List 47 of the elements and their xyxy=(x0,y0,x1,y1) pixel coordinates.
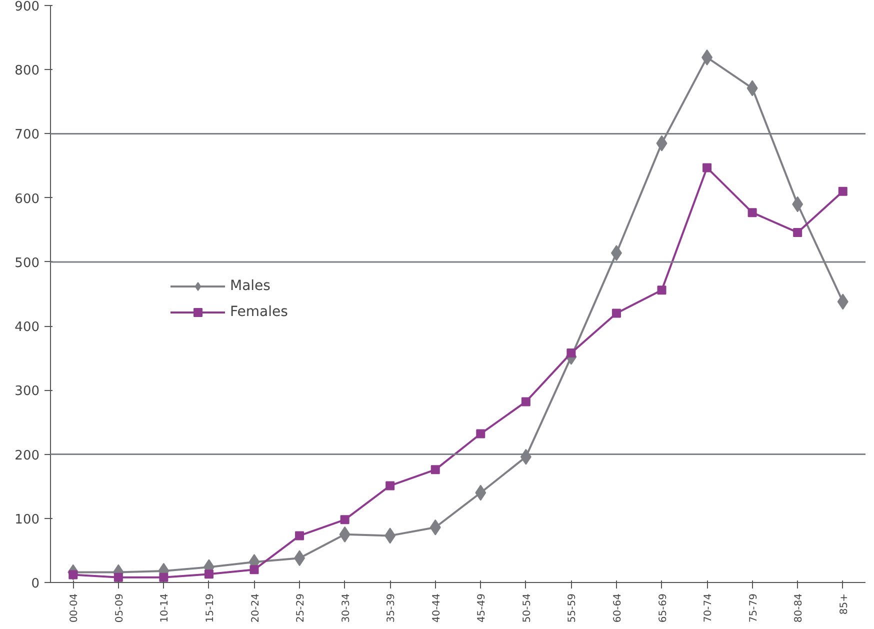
x-tick-label: 65-69 xyxy=(658,593,669,623)
x-tick-label: 00-04 xyxy=(69,593,80,623)
point xyxy=(476,429,486,438)
y-tick-label: 100 xyxy=(14,512,40,528)
x-tick-label: 30-34 xyxy=(340,593,352,623)
x-tick-label: 60-64 xyxy=(612,593,624,623)
point xyxy=(340,515,350,524)
x-tick-label: 10-14 xyxy=(160,593,171,623)
point xyxy=(430,465,440,474)
point xyxy=(250,565,259,574)
x-tick-label: 25-29 xyxy=(296,593,307,623)
point xyxy=(612,308,621,318)
x-tick-label: 75-79 xyxy=(748,593,760,623)
y-tick-label: 800 xyxy=(14,64,40,79)
x-tick-label: 70-74 xyxy=(703,593,714,623)
x-tick-label: 45-49 xyxy=(476,593,488,623)
x-tick-label: 15-19 xyxy=(204,593,216,623)
y-tick-label: 0 xyxy=(31,576,40,592)
x-tick-label: 85+ xyxy=(838,593,850,615)
point xyxy=(657,286,666,295)
y-tick-label: 900 xyxy=(14,0,40,14)
point xyxy=(838,186,848,196)
point xyxy=(702,163,712,172)
point xyxy=(204,570,214,579)
y-tick-label: 300 xyxy=(14,384,40,400)
point xyxy=(521,397,530,406)
legend-label: Females xyxy=(230,304,288,320)
x-tick-label: 50-54 xyxy=(522,593,533,623)
x-tick-label: 35-39 xyxy=(386,593,398,623)
x-tick-label: 20-24 xyxy=(250,593,262,623)
point xyxy=(114,572,123,582)
y-tick-label: 200 xyxy=(14,448,40,464)
point xyxy=(386,481,395,490)
y-tick-label: 600 xyxy=(14,192,40,207)
y-tick-label: 700 xyxy=(14,128,40,143)
x-tick-label: 55-59 xyxy=(567,593,578,623)
legend-label: Males xyxy=(230,278,270,294)
point xyxy=(748,208,757,218)
x-tick-label: 05-09 xyxy=(114,593,126,623)
y-tick-label: 400 xyxy=(14,320,40,336)
x-tick-label: 40-44 xyxy=(431,593,442,623)
x-tick-label: 80-84 xyxy=(794,593,805,623)
point xyxy=(295,531,304,540)
point xyxy=(159,572,168,582)
point xyxy=(793,228,802,237)
point xyxy=(566,348,576,358)
y-tick-label: 500 xyxy=(14,256,40,271)
